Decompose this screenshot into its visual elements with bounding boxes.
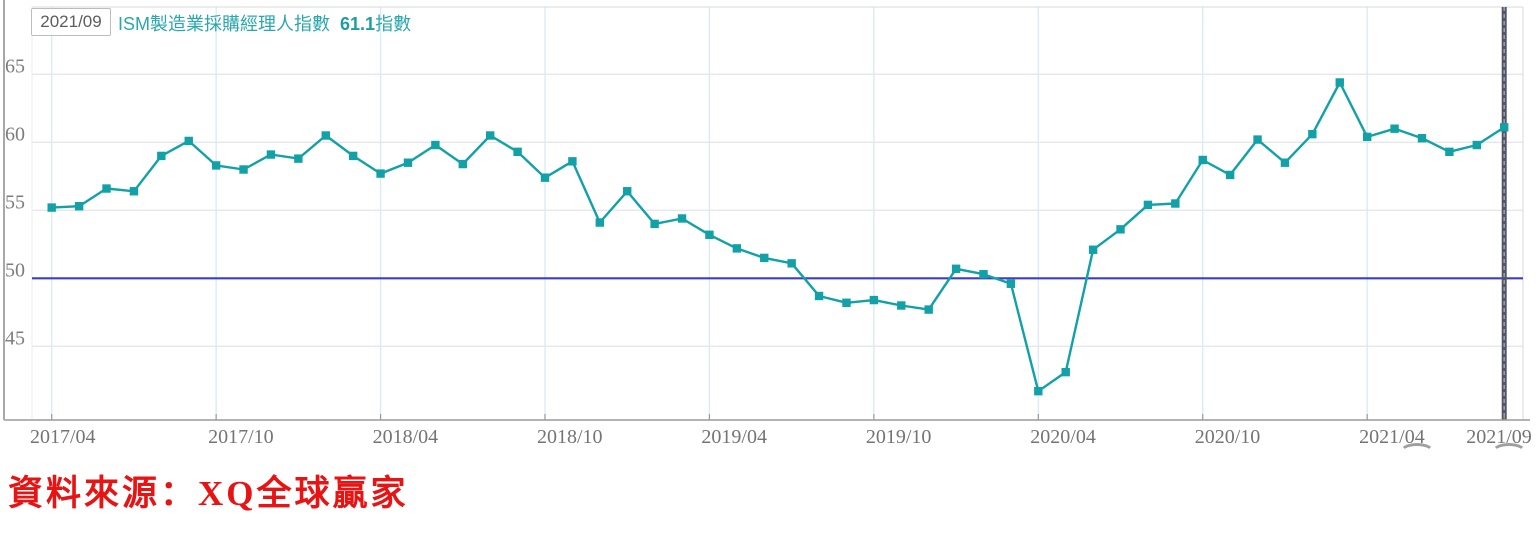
cursor-date-label: 2021/09 (40, 12, 102, 31)
y-tick-label: 60 (5, 123, 25, 146)
data-point-marker (74, 202, 84, 211)
data-point-marker (951, 264, 961, 273)
data-point-marker (1061, 367, 1070, 377)
data-point-marker (129, 187, 139, 196)
y-tick-label: 65 (5, 55, 25, 78)
data-point-marker (403, 158, 413, 167)
data-point-marker (842, 298, 851, 307)
data-point-marker (787, 259, 796, 268)
chart-left-border (3, 0, 5, 420)
data-point-marker (814, 291, 824, 301)
y-tick-label: 50 (5, 259, 25, 282)
data-point-marker (1088, 245, 1098, 254)
data-point-marker (102, 184, 111, 193)
cursor-date-tooltip: 2021/09 (31, 8, 111, 36)
series-value: 61.1 (340, 14, 376, 34)
pmi-series-line (51, 81, 1505, 393)
pmi-line-chart[interactable]: 2021/09 ISM製造業採購經理人指數 61.1指數 65 60 55 50 45 … (0, 0, 1536, 460)
plot-area[interactable] (0, 0, 1536, 460)
x-tick-label: 2021/04 (1359, 426, 1425, 448)
data-point-marker (47, 203, 56, 212)
data-point-marker (184, 136, 193, 146)
data-point-marker (650, 219, 659, 229)
data-point-marker (1335, 78, 1344, 87)
touch-arc-icon (1399, 443, 1435, 463)
x-tick-label: 2017/10 (208, 426, 274, 448)
data-point-marker (568, 157, 577, 166)
data-point-marker (540, 173, 550, 182)
data-point-marker (924, 305, 933, 314)
data-point-marker (595, 218, 605, 227)
x-tick-label: 2018/10 (537, 426, 603, 448)
data-point-marker (294, 154, 303, 163)
y-tick-label: 45 (5, 327, 25, 350)
data-point-marker (869, 295, 879, 305)
data-point-marker (321, 131, 330, 140)
x-tick-label: 2019/04 (701, 426, 767, 448)
data-point-marker (1445, 147, 1454, 157)
data-point-marker (1308, 129, 1317, 139)
y-tick-label: 55 (5, 191, 25, 214)
source-label: 資料來源：XQ全球贏家 (8, 473, 409, 513)
data-point-marker (623, 187, 632, 196)
data-point-marker (1253, 135, 1262, 144)
x-tick-label: 2021/09 (1466, 426, 1532, 448)
data-point-marker (1198, 155, 1207, 165)
data-point-marker (732, 244, 742, 253)
data-point-marker (1225, 170, 1235, 180)
data-point-marker (1171, 199, 1180, 208)
x-tick-label: 2019/10 (865, 426, 932, 448)
data-point-marker (348, 151, 358, 161)
data-point-marker (485, 131, 495, 140)
x-tick-label: 2020/10 (1194, 426, 1261, 448)
data-point-marker (211, 161, 221, 170)
data-point-marker (1362, 132, 1372, 142)
series-value-wrap: 61.1指數 (335, 14, 411, 34)
x-tick-label: 2020/04 (1030, 426, 1096, 448)
source-row: 資料來源：XQ全球贏家 (8, 462, 409, 518)
data-point-marker (1116, 225, 1125, 234)
data-point-marker (1034, 386, 1043, 396)
data-point-marker (157, 151, 166, 161)
data-point-marker (677, 214, 687, 223)
data-point-marker (1390, 124, 1399, 133)
data-point-marker (760, 253, 769, 263)
series-unit-label: 指數 (375, 14, 412, 34)
data-point-marker (1280, 158, 1290, 167)
data-point-marker (1143, 200, 1153, 210)
data-point-marker (376, 169, 385, 178)
series-name-label: ISM製造業採購經理人指數 (118, 14, 330, 34)
x-tick-label: 2017/04 (30, 426, 96, 448)
chart-title: ISM製造業採購經理人指數 61.1指數 (118, 10, 411, 36)
data-point-marker (1006, 279, 1016, 288)
data-point-marker (897, 301, 906, 310)
data-point-marker (979, 270, 988, 279)
data-point-marker (1500, 123, 1509, 132)
data-point-marker (431, 140, 440, 150)
data-point-marker (1472, 140, 1481, 150)
data-point-marker (266, 150, 276, 159)
data-point-marker (239, 165, 248, 174)
data-point-marker (513, 147, 522, 157)
data-point-marker (705, 230, 714, 239)
touch-arc-icon (1491, 443, 1527, 463)
data-point-marker (1417, 134, 1427, 143)
x-tick-label: 2018/04 (372, 426, 439, 448)
data-point-marker (458, 159, 467, 169)
